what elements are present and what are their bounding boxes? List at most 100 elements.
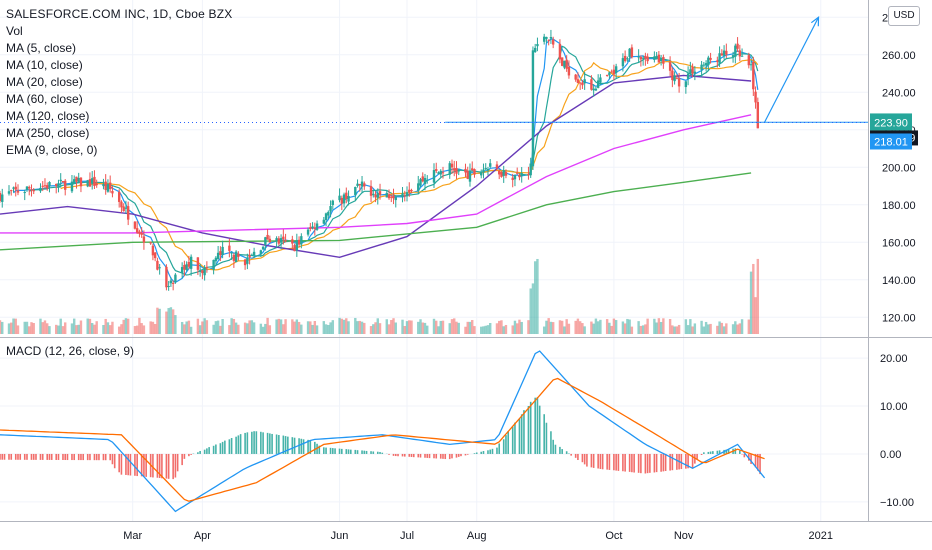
candle-body bbox=[329, 206, 332, 212]
indicator-label[interactable]: MA (60, close) bbox=[6, 92, 83, 106]
volume-bar bbox=[605, 319, 609, 334]
volume-bar bbox=[707, 324, 710, 334]
candle-body bbox=[234, 251, 238, 263]
macd-hist-bar bbox=[134, 453, 136, 476]
macd-hist-bar bbox=[505, 435, 507, 454]
volume-bar bbox=[117, 326, 121, 334]
volume-bar bbox=[405, 321, 409, 334]
indicator-label[interactable]: MA (5, close) bbox=[6, 41, 77, 55]
volume-bar bbox=[646, 318, 649, 334]
macd-hist-bar bbox=[507, 430, 510, 454]
volume-bar bbox=[358, 320, 361, 334]
volume-bar bbox=[502, 326, 505, 334]
candle-body bbox=[291, 239, 294, 244]
candle-body bbox=[533, 47, 537, 53]
volume-bar bbox=[306, 321, 310, 334]
indicator-label[interactable]: EMA (9, close, 0) bbox=[6, 143, 98, 157]
candle-body bbox=[417, 183, 420, 191]
candle-body bbox=[547, 39, 550, 41]
candle-body bbox=[403, 195, 406, 197]
volume-bar bbox=[295, 319, 299, 334]
volume-bar bbox=[70, 323, 74, 334]
macd-legend[interactable]: MACD (12, 26, close, 9) bbox=[6, 344, 135, 358]
price-tick-label: 240.00 bbox=[882, 87, 916, 99]
volume-bar bbox=[511, 325, 514, 334]
candle-body bbox=[516, 172, 519, 174]
macd-pane[interactable] bbox=[0, 339, 868, 519]
candle-body bbox=[354, 186, 357, 195]
volume-bar bbox=[95, 321, 98, 334]
candle-body bbox=[754, 91, 757, 103]
candle-body bbox=[261, 246, 265, 250]
candle-body bbox=[39, 187, 42, 192]
macd-hist-bar bbox=[592, 453, 595, 468]
candle-body bbox=[684, 81, 688, 88]
volume-bar bbox=[464, 326, 467, 334]
indicator-label[interactable]: MA (10, close) bbox=[6, 58, 83, 72]
macd-hist-bar bbox=[269, 433, 271, 454]
candle-body bbox=[221, 246, 224, 256]
candle-body bbox=[275, 238, 278, 242]
macd-hist-bar bbox=[0, 453, 1, 460]
candle-body bbox=[322, 219, 326, 224]
volume-bar bbox=[293, 321, 296, 334]
volume-bar bbox=[653, 318, 656, 334]
volume-bar bbox=[315, 325, 319, 334]
candle-body bbox=[567, 66, 571, 76]
volume-bar bbox=[23, 321, 26, 334]
volume-bar bbox=[594, 318, 598, 334]
candle-body bbox=[203, 267, 206, 276]
volume-bar bbox=[180, 321, 184, 334]
candle-body bbox=[536, 44, 539, 47]
macd-hist-bar bbox=[608, 453, 611, 470]
candle-body bbox=[480, 171, 483, 176]
indicator-label[interactable]: Vol bbox=[6, 24, 23, 38]
candle-body bbox=[563, 60, 566, 68]
macd-hist-bar bbox=[536, 397, 539, 454]
candle-body bbox=[23, 191, 26, 194]
candle-body bbox=[117, 191, 121, 202]
macd-hist-bar bbox=[334, 448, 336, 454]
macd-hist-bar bbox=[574, 453, 577, 458]
candle-body bbox=[673, 75, 676, 82]
candle-body bbox=[583, 79, 586, 84]
candle-body bbox=[437, 172, 440, 174]
candle-body bbox=[46, 185, 49, 189]
drawings[interactable] bbox=[0, 16, 868, 123]
chart-legend: SALESFORCE.COM INC, 1D, Cboe BZX Vol MA … bbox=[6, 6, 232, 159]
candle-body bbox=[228, 245, 231, 251]
volume-bar bbox=[533, 261, 537, 334]
macd-hist-bar bbox=[19, 453, 22, 460]
time-axis[interactable]: Mar Apr Jun Jul Aug Oct Nov 2021 bbox=[123, 530, 833, 542]
volume-bar bbox=[671, 325, 674, 334]
volume-bar bbox=[219, 325, 222, 334]
candle-body bbox=[390, 196, 393, 198]
candle-body bbox=[338, 195, 341, 201]
macd-hist-bar bbox=[401, 453, 404, 457]
candle-body bbox=[295, 240, 299, 251]
currency-button[interactable]: USD bbox=[888, 6, 920, 26]
volume-bar bbox=[275, 319, 278, 334]
price-tick-label: 260.00 bbox=[882, 50, 916, 62]
indicator-label[interactable]: MA (120, close) bbox=[6, 109, 90, 123]
volume-bar bbox=[659, 321, 663, 334]
candle-body bbox=[410, 189, 413, 191]
candle-body bbox=[484, 167, 487, 170]
indicator-label[interactable]: MA (250, close) bbox=[6, 126, 90, 140]
indicator-label[interactable]: MA (20, close) bbox=[6, 75, 83, 89]
macd-hist-bar bbox=[759, 453, 761, 475]
candle-body bbox=[657, 54, 661, 63]
price-axis[interactable]: 120.00140.00160.00180.00200.00220.00240.… bbox=[880, 12, 916, 509]
candle-body bbox=[14, 186, 17, 190]
candle-body bbox=[266, 234, 269, 240]
volume-bar bbox=[264, 323, 267, 334]
macd-hist-bar bbox=[649, 453, 651, 473]
volume-bar bbox=[73, 318, 76, 334]
candle-body bbox=[28, 186, 31, 189]
macd-hist-bar bbox=[599, 453, 602, 469]
macd-hist-bar bbox=[455, 453, 458, 458]
symbol-title[interactable]: SALESFORCE.COM INC, 1D, Cboe BZX bbox=[6, 7, 233, 21]
macd-hist-bar bbox=[347, 449, 350, 454]
macd-hist-bar bbox=[703, 452, 705, 454]
volume-bar bbox=[291, 319, 294, 334]
